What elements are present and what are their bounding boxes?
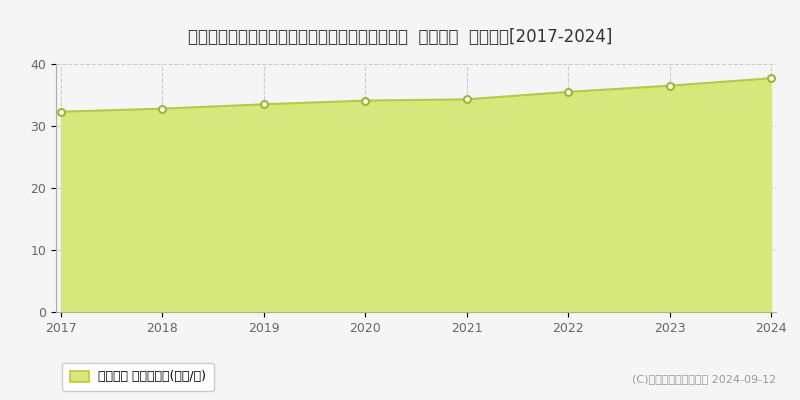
Text: 新潟県新潟市中央区弁天橋通３丁目８５６番１外  地価公示  地価推移[2017-2024]: 新潟県新潟市中央区弁天橋通３丁目８５６番１外 地価公示 地価推移[2017-20… (188, 28, 612, 46)
Text: (C)土地価格ドットコム 2024-09-12: (C)土地価格ドットコム 2024-09-12 (632, 374, 776, 384)
Legend: 地価公示 平均坪単価(万円/坪): 地価公示 平均坪単価(万円/坪) (62, 363, 214, 391)
